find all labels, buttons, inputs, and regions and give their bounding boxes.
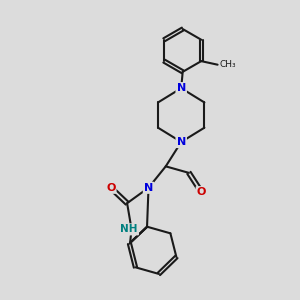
Text: N: N xyxy=(144,183,153,193)
Text: CH₃: CH₃ xyxy=(220,60,237,69)
Text: O: O xyxy=(106,183,116,193)
Text: N: N xyxy=(177,83,186,93)
Text: NH: NH xyxy=(120,224,138,234)
Text: O: O xyxy=(197,187,206,197)
Text: N: N xyxy=(177,137,186,147)
